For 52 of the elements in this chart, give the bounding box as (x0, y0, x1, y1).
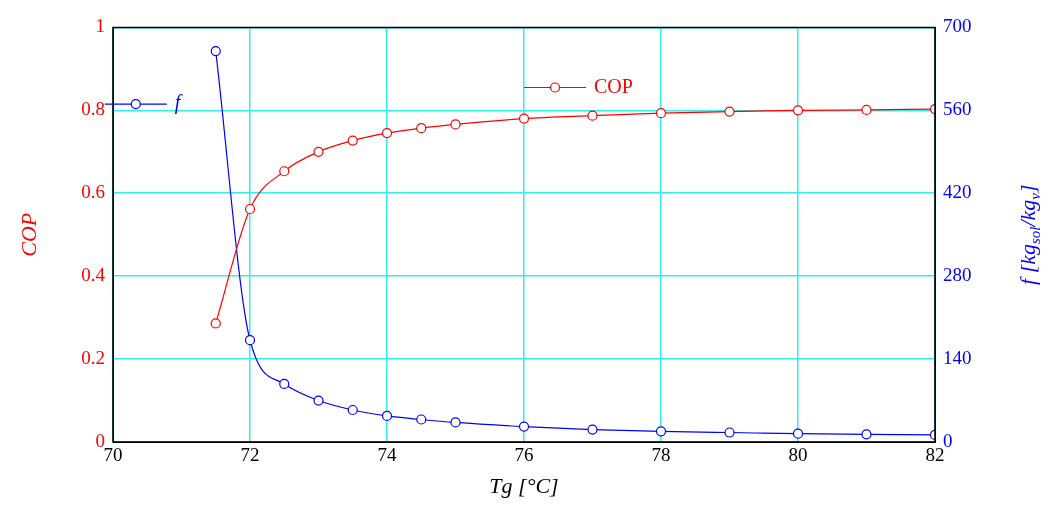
y2-tick-label: 0 (943, 429, 953, 451)
y-tick-label: 0 (95, 429, 105, 451)
legend-label: f (174, 91, 183, 115)
point (518, 421, 530, 432)
y-tick-label: 1 (95, 15, 105, 37)
legend-label: COP (594, 74, 633, 97)
point (587, 110, 598, 121)
point (210, 45, 221, 57)
point (381, 128, 393, 139)
point (450, 417, 461, 428)
y-tick-label: 0.6 (81, 181, 105, 203)
y2-tick-label: 420 (943, 181, 972, 203)
point (313, 395, 324, 406)
point (518, 113, 530, 124)
y-tick-label: 0.8 (81, 98, 105, 120)
y2-axis-title: f [kgsol/kgv] (1014, 184, 1043, 285)
point (313, 146, 324, 157)
x-axis-title: Tg [°C] (489, 472, 559, 498)
point (861, 429, 872, 440)
y-axis-title: COP (15, 212, 41, 257)
x-tick-label: 78 (651, 444, 671, 466)
point (792, 105, 804, 116)
point (792, 428, 804, 439)
point (861, 104, 872, 116)
x-tick-label: 80 (788, 444, 808, 466)
point (210, 318, 221, 329)
point (416, 414, 427, 425)
point (724, 106, 735, 117)
y2-tick-label: 560 (943, 98, 972, 120)
y2-tick-label: 280 (943, 264, 972, 286)
y-tick-label: 0.2 (81, 347, 105, 369)
point (587, 424, 598, 435)
point (450, 119, 461, 130)
y2-tick-label: 140 (943, 347, 972, 369)
x-tick-label: 70 (103, 444, 123, 466)
point (347, 404, 358, 416)
point (655, 426, 667, 437)
point (244, 335, 256, 346)
point (416, 123, 427, 134)
x-tick-label: 82 (925, 444, 945, 466)
point (279, 166, 290, 177)
x-tick-label: 72 (240, 444, 260, 466)
x-tick-label: 74 (377, 444, 397, 466)
x-tick-label: 76 (514, 444, 534, 466)
point (724, 427, 735, 438)
point (279, 378, 290, 390)
point (655, 108, 667, 119)
point (381, 410, 393, 422)
point (347, 135, 358, 146)
y-tick-label: 0.4 (81, 264, 106, 286)
y2-tick-label: 700 (943, 15, 972, 37)
point (244, 203, 256, 215)
